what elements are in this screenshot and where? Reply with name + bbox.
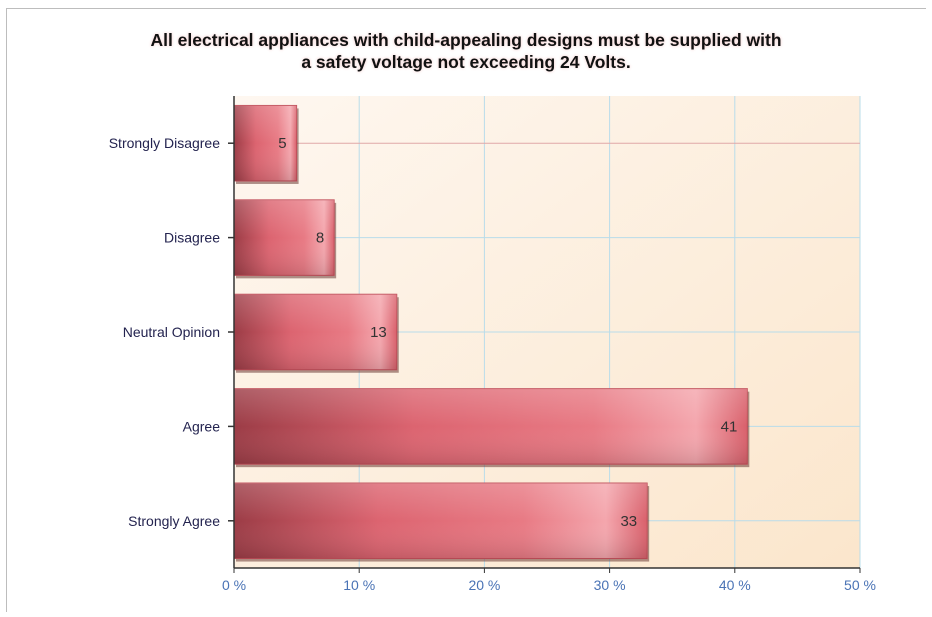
x-tick-label: 0 % (222, 577, 246, 593)
bar-value-label: 33 (620, 513, 637, 530)
bar-highlight-3 (234, 388, 748, 465)
bar-value-label: 13 (370, 324, 387, 341)
category-label: Disagree (164, 230, 220, 246)
x-tick-label: 20 % (468, 577, 500, 593)
bar-highlight-4 (234, 483, 648, 559)
bar-value-label: 41 (721, 418, 738, 435)
chart-frame (6, 8, 926, 612)
x-tick-label: 40 % (719, 577, 751, 593)
bar-value-label: 8 (316, 230, 324, 247)
labels: 5 Strongly Disagree 8 Disagree 13 Neutral Opi… (109, 135, 876, 593)
category-label: Strongly Agree (128, 513, 220, 529)
category-label: Strongly Disagree (109, 135, 220, 151)
bar-highlight-0 (234, 105, 297, 181)
x-tick-label: 10 % (343, 577, 375, 593)
x-tick-label: 30 % (594, 577, 626, 593)
chart-title-line-1: All electrical appliances with child-app… (150, 30, 782, 50)
category-label: Agree (183, 418, 221, 434)
bar-value-label: 5 (278, 135, 286, 152)
bar-highlight-2 (234, 294, 397, 370)
category-label: Neutral Opinion (123, 324, 220, 340)
bar-highlight-1 (234, 199, 335, 276)
x-tick-label: 50 % (844, 577, 876, 593)
bars (233, 104, 750, 562)
chart-title-line-2: a safety voltage not exceeding 24 Volts. (301, 52, 631, 72)
axes (228, 96, 861, 573)
